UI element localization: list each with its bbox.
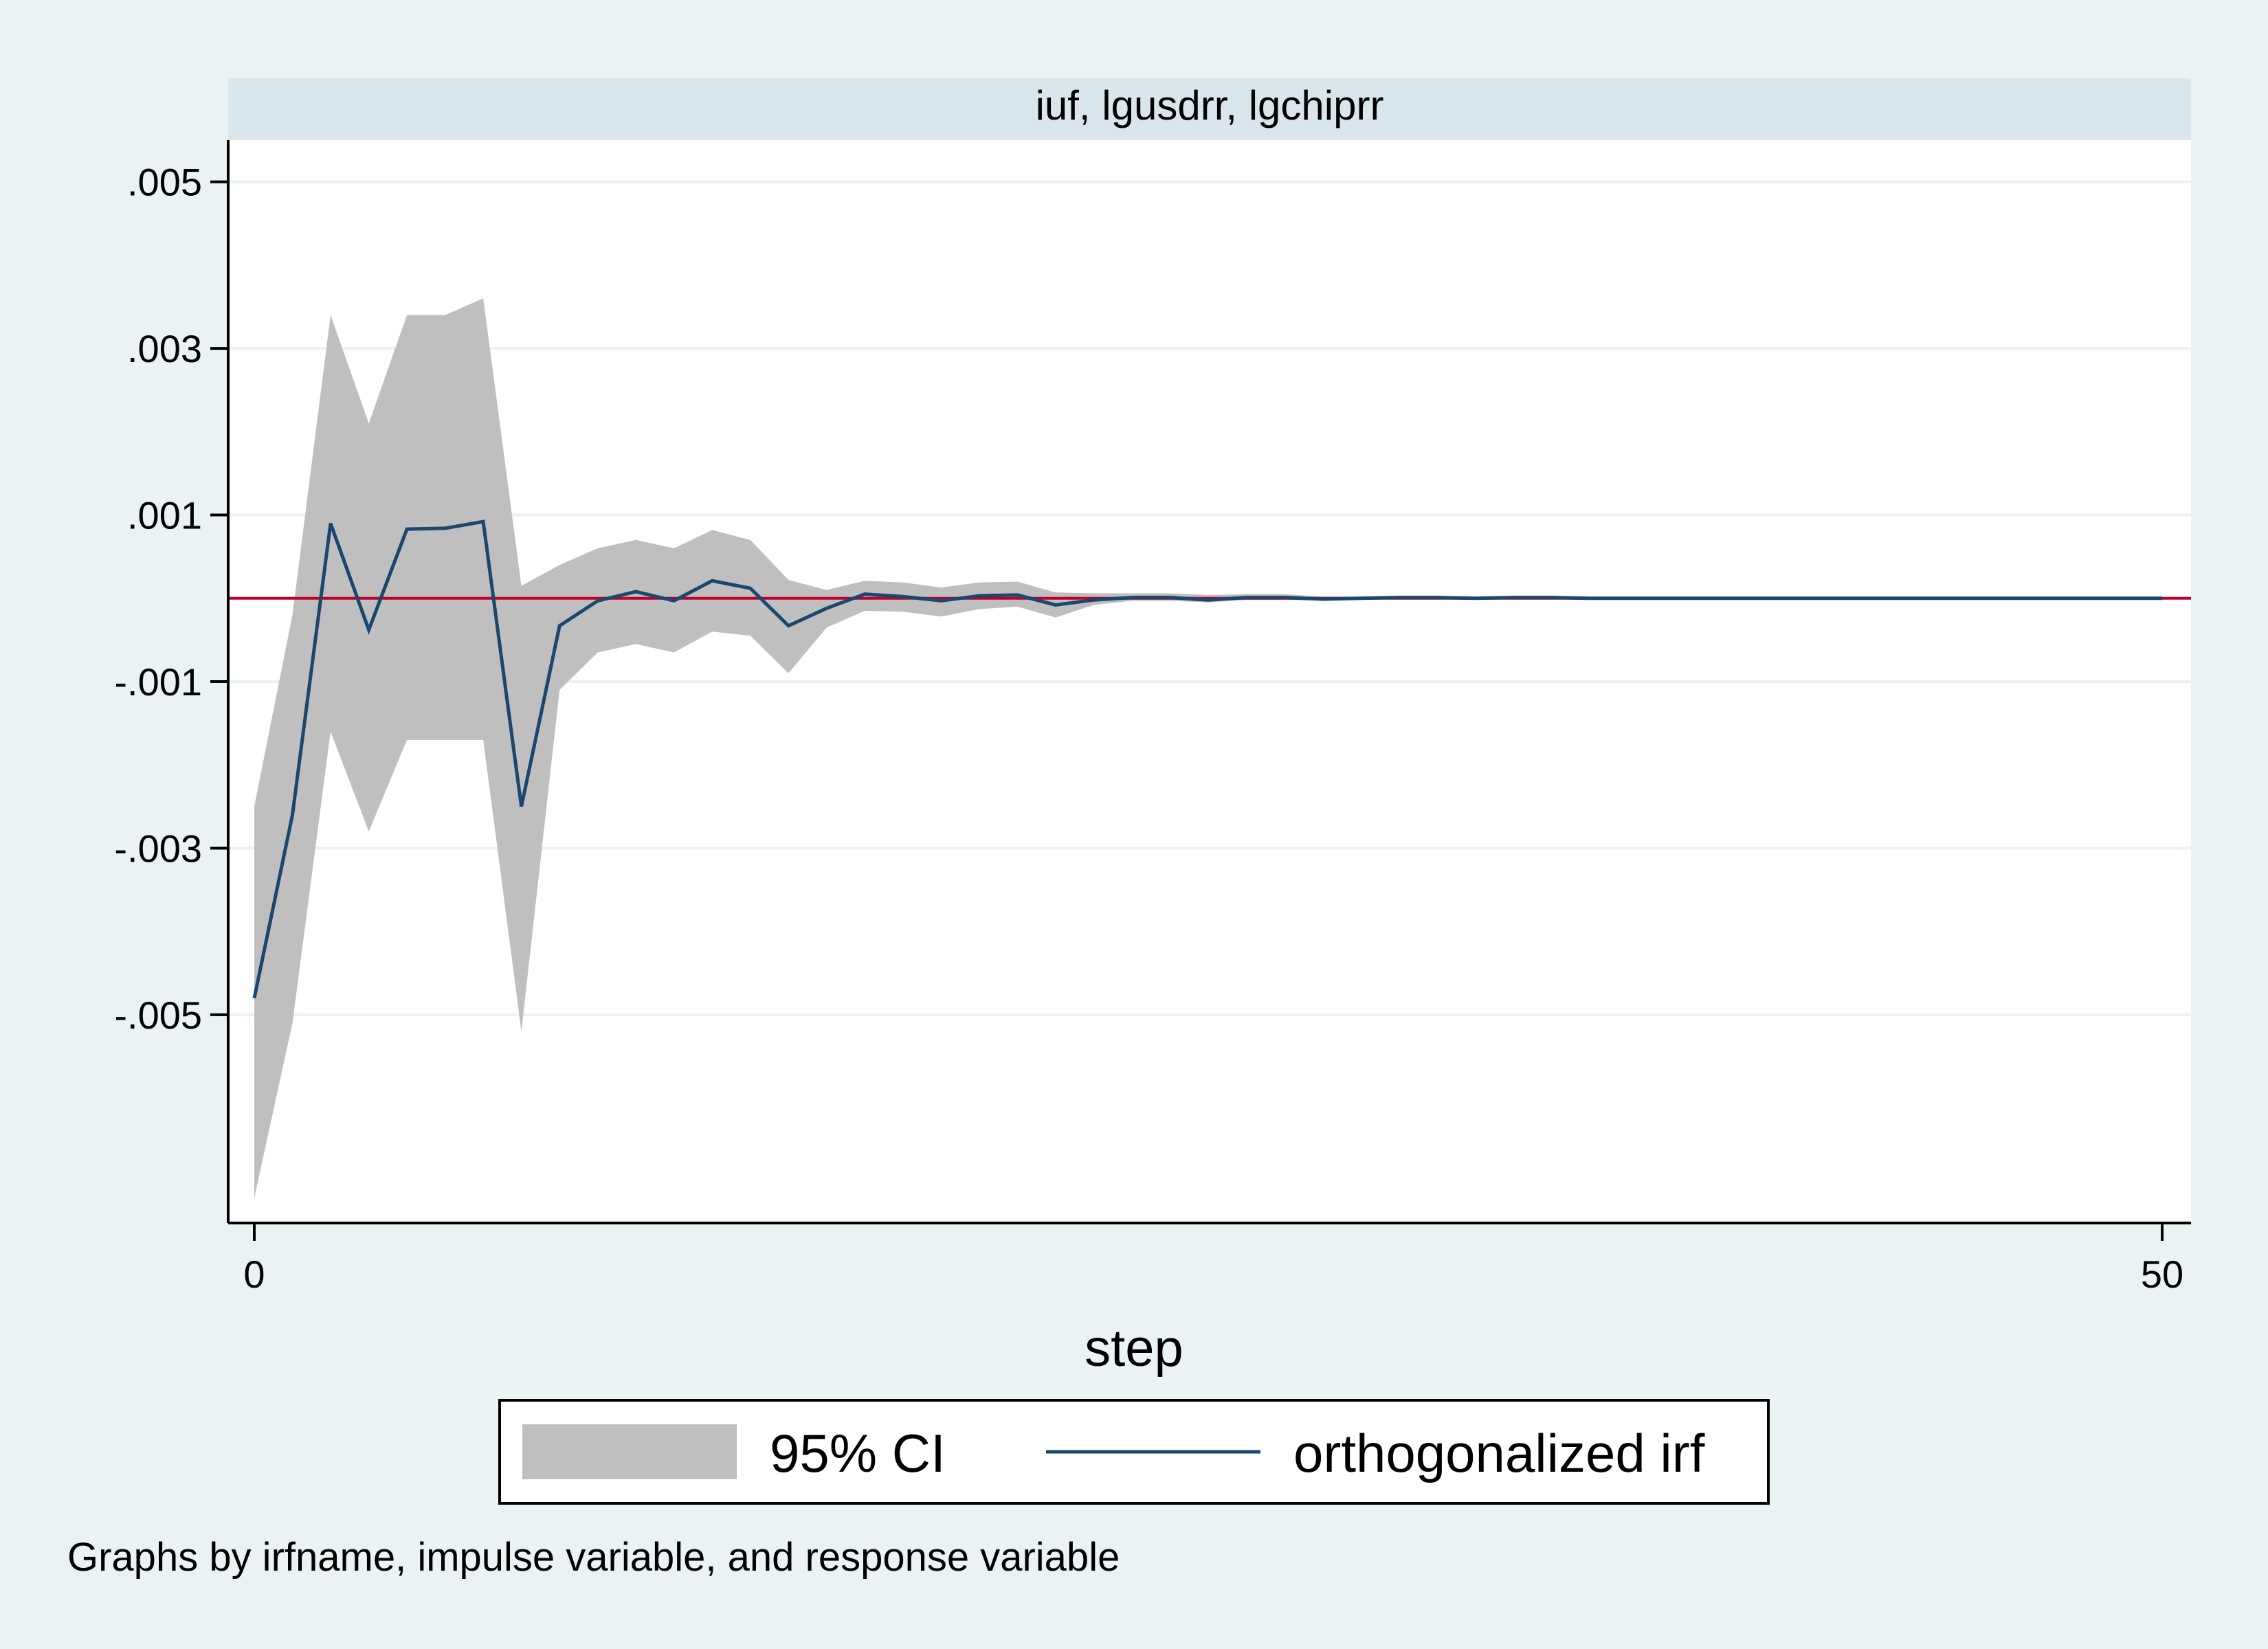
x-axis-title: step (1085, 1319, 1183, 1378)
x-ticks: 0 50 (243, 1223, 2183, 1296)
legend-label-ci: 95% CI (770, 1423, 946, 1483)
y-tick-label: -.005 (114, 994, 202, 1037)
y-ticks: .005 .003 .001 -.001 -.003 -.005 (114, 161, 228, 1037)
panel-strip (228, 78, 2191, 140)
y-tick-label: .003 (127, 327, 202, 370)
grid-lines (228, 180, 2191, 1016)
y-tick-label: .005 (127, 161, 202, 204)
x-tick-label: 50 (2141, 1253, 2183, 1296)
ci-band (254, 298, 2162, 1198)
y-tick-label: -.001 (114, 660, 202, 704)
x-tick-label: 0 (243, 1253, 265, 1296)
irf-line (252, 519, 2162, 999)
legend-label-irf: orthogonalized irf (1293, 1423, 1705, 1483)
legend-swatch-ci (522, 1424, 737, 1479)
y-tick-label: .001 (127, 494, 202, 537)
legend: 95% CI orthogonalized irf (498, 1399, 1770, 1505)
y-tick-label: -.003 (114, 827, 202, 870)
panel-title: iuf, lgusdrr, lgchiprr (1036, 82, 1384, 128)
graph-note: Graphs by irfname, impulse variable, and… (67, 1535, 1120, 1580)
